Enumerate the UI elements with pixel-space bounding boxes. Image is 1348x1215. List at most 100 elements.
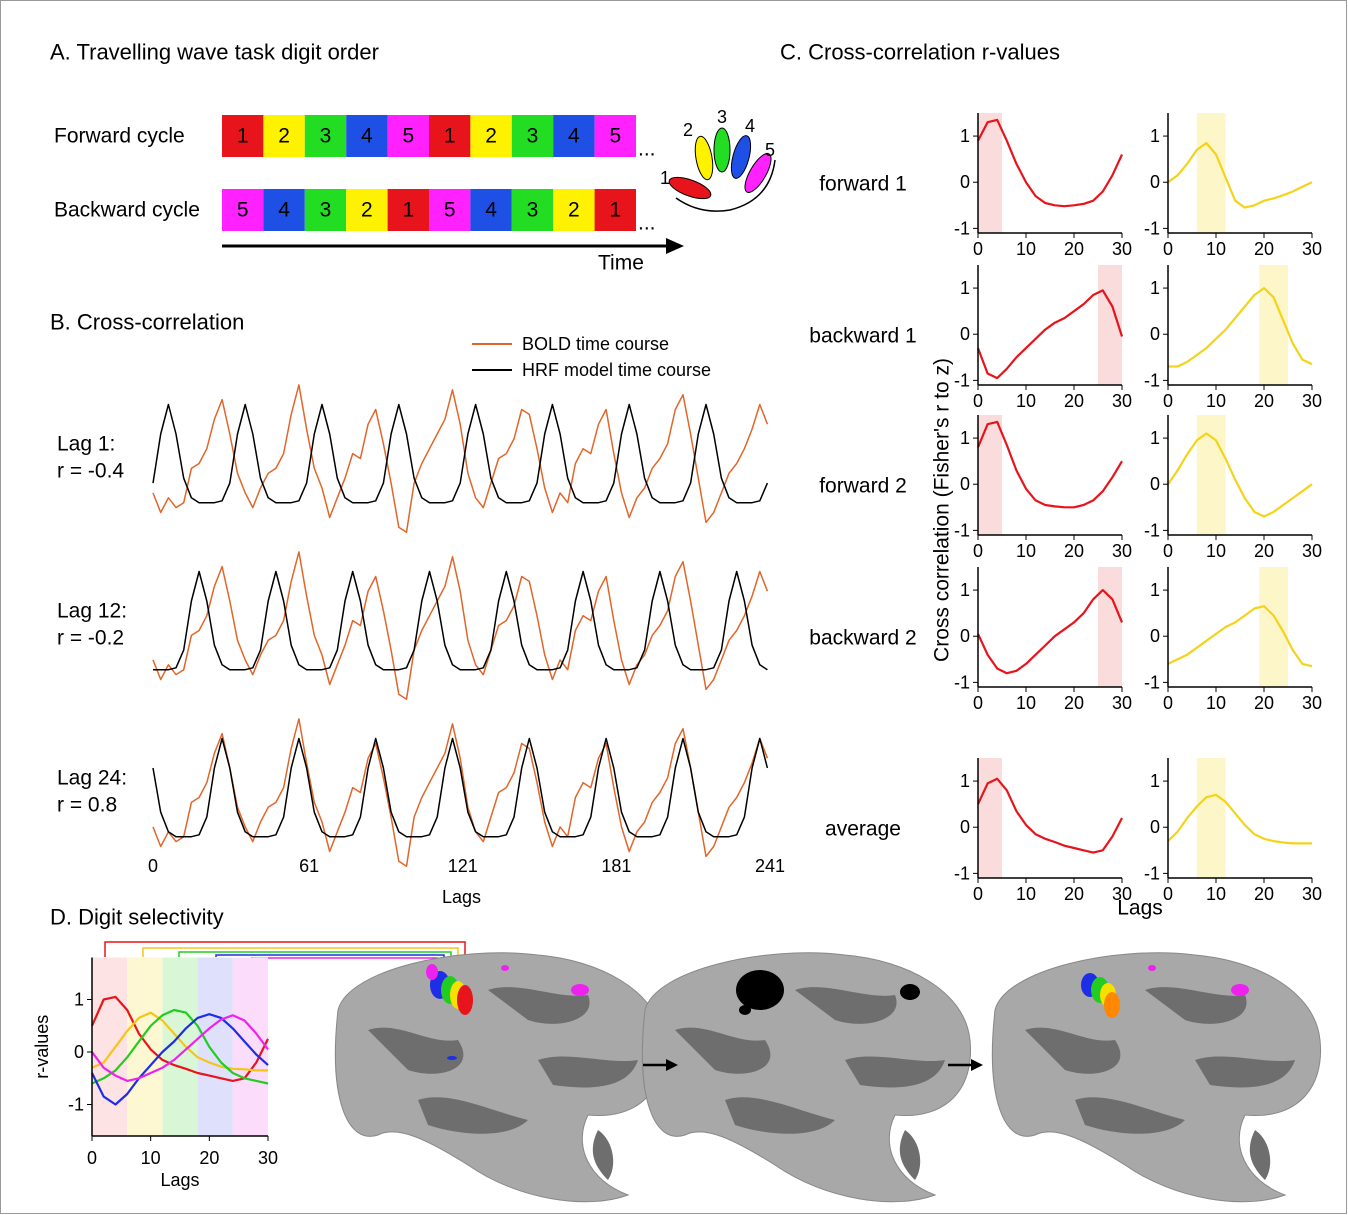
x-axis-label: Lags — [442, 887, 481, 907]
x-tick-label: 10 — [1206, 541, 1226, 561]
x-tick-label: 20 — [1254, 391, 1274, 411]
digit-label: 4 — [278, 199, 290, 222]
y-tick-label: 0 — [960, 172, 970, 192]
highlight-band — [1259, 265, 1288, 385]
y-tick-label: 0 — [960, 324, 970, 344]
digit-label: 3 — [320, 199, 332, 222]
x-tick-label: 30 — [1302, 239, 1322, 259]
annotation: r = 0.8 — [57, 794, 117, 817]
y-tick-label: 1 — [1150, 580, 1160, 600]
digit-label: 3 — [527, 199, 539, 222]
x-tick-label: 20 — [1064, 239, 1084, 259]
y-tick-label: 0 — [1150, 474, 1160, 494]
digit-label: 5 — [402, 125, 414, 148]
panel-c-title: C. Cross-correlation r-values — [780, 40, 1060, 65]
x-tick-label: 121 — [448, 856, 478, 876]
y-tick-label: -1 — [954, 520, 970, 540]
x-tick-label: 181 — [601, 856, 631, 876]
row-label: Backward cycle — [54, 199, 200, 222]
annotation: r = -0.4 — [57, 460, 124, 483]
digit-label: 1 — [237, 125, 249, 148]
y-tick-label: 1 — [960, 771, 970, 791]
panel-c-y-label: Cross correlation (Fisher's r to z) — [931, 358, 954, 662]
x-tick-label: 10 — [1016, 693, 1036, 713]
x-tick-label: 0 — [1163, 693, 1173, 713]
x-tick-label: 30 — [258, 1148, 278, 1168]
y-tick-label: 1 — [1150, 126, 1160, 146]
ellipsis: ... — [638, 212, 656, 235]
y-tick-label: -1 — [68, 1095, 84, 1115]
row-label: backward 1 — [809, 325, 916, 348]
digit-label: 1 — [402, 199, 414, 222]
digit-label: 2 — [485, 125, 497, 148]
x-tick-label: 30 — [1112, 884, 1132, 904]
y-tick-label: 1 — [960, 428, 970, 448]
highlight-band — [1197, 113, 1226, 233]
x-tick-label: 30 — [1302, 884, 1322, 904]
highlight-band — [1197, 415, 1226, 535]
highlight-band — [92, 958, 127, 1137]
x-tick-label: 20 — [1254, 884, 1274, 904]
x-tick-label: 20 — [1064, 541, 1084, 561]
x-tick-label: 10 — [1206, 391, 1226, 411]
digit-label: 3 — [320, 125, 332, 148]
digit-label: 1 — [444, 125, 456, 148]
y-tick-label: 0 — [1150, 324, 1160, 344]
highlight-band — [1259, 567, 1288, 687]
annotation: Lag 12: — [57, 600, 127, 623]
row-label: Forward cycle — [54, 125, 185, 148]
y-tick-label: -1 — [1144, 218, 1160, 238]
x-tick-label: 30 — [1302, 391, 1322, 411]
y-tick-label: -1 — [954, 218, 970, 238]
x-tick-label: 30 — [1112, 541, 1132, 561]
x-tick-label: 241 — [755, 856, 785, 876]
row-label: average — [825, 818, 901, 841]
digit-label: 5 — [237, 199, 249, 222]
time-label: Time — [598, 252, 644, 275]
x-tick-label: 20 — [1064, 884, 1084, 904]
x-tick-label: 10 — [1206, 884, 1226, 904]
x-tick-label: 10 — [1016, 541, 1036, 561]
digit-label: 4 — [568, 125, 580, 148]
panel-b-title: B. Cross-correlation — [50, 310, 244, 335]
finger-label: 4 — [745, 116, 755, 136]
x-tick-label: 10 — [1206, 239, 1226, 259]
finger-label: 5 — [765, 140, 775, 160]
y-tick-label: 1 — [1150, 771, 1160, 791]
x-tick-label: 30 — [1302, 541, 1322, 561]
x-tick-label: 20 — [1254, 239, 1274, 259]
digit-label: 2 — [361, 199, 373, 222]
annotation: Lag 24: — [57, 767, 127, 790]
y-tick-label: -1 — [954, 863, 970, 883]
x-tick-label: 61 — [299, 856, 319, 876]
digit-label: 5 — [444, 199, 456, 222]
y-tick-label: 0 — [1150, 817, 1160, 837]
finger-label: 2 — [683, 120, 693, 140]
x-tick-label: 10 — [1206, 693, 1226, 713]
ellipsis: ... — [638, 138, 656, 161]
digit-label: 2 — [278, 125, 290, 148]
highlight-band — [1098, 567, 1122, 687]
x-tick-label: 30 — [1112, 239, 1132, 259]
digit-label: 4 — [361, 125, 373, 148]
digit-label: 4 — [485, 199, 497, 222]
x-tick-label: 0 — [1163, 884, 1173, 904]
digit-label: 3 — [527, 125, 539, 148]
x-tick-label: 0 — [973, 239, 983, 259]
finger-label: 1 — [660, 168, 670, 188]
x-axis-label: Lags — [160, 1170, 199, 1190]
highlight-band — [127, 958, 162, 1137]
y-tick-label: 1 — [1150, 428, 1160, 448]
y-axis-label: r-values — [32, 1015, 52, 1079]
highlight-band — [978, 758, 1002, 878]
y-tick-label: 1 — [1150, 278, 1160, 298]
row-label: backward 2 — [809, 627, 916, 650]
y-tick-label: 0 — [74, 1042, 84, 1062]
y-tick-label: -1 — [1144, 672, 1160, 692]
highlight-band — [1197, 758, 1226, 878]
y-tick-label: 1 — [960, 126, 970, 146]
x-tick-label: 10 — [141, 1148, 161, 1168]
x-tick-label: 20 — [1064, 693, 1084, 713]
legend-label: BOLD time course — [522, 334, 669, 354]
legend-label: HRF model time course — [522, 360, 711, 380]
